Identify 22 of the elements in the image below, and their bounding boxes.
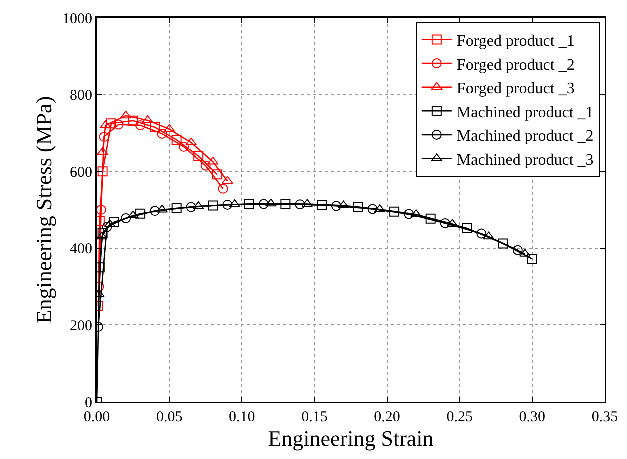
y-tick-label: 1000 <box>62 11 92 28</box>
x-tick-label: 0.10 <box>229 410 256 426</box>
x-tick-label: 0.05 <box>156 410 183 426</box>
y-axis-title: Engineering Stress (MPa) <box>32 96 57 324</box>
x-tick-label: 0.35 <box>592 410 618 426</box>
x-tick-label: 0.30 <box>519 410 546 426</box>
x-tick-label: 0.25 <box>446 410 473 426</box>
legend-label: Machined product _1 <box>456 104 594 122</box>
y-tick-label: 0 <box>85 395 92 412</box>
y-tick-label: 600 <box>70 164 92 181</box>
legend-label: Forged product _1 <box>456 32 575 50</box>
x-tick-label: 0.20 <box>374 410 400 426</box>
y-tick-label: 400 <box>70 242 92 258</box>
legend-label: Forged product _3 <box>456 80 575 98</box>
legend-label: Machined product _2 <box>456 128 594 146</box>
y-tick-label: 200 <box>70 318 92 334</box>
x-axis-title: Engineering Strain <box>268 426 434 452</box>
legend-label: Forged product _2 <box>456 56 575 74</box>
x-tick-label: 0.15 <box>302 410 328 426</box>
legend-label: Machined product _3 <box>456 152 594 169</box>
x-tick-label: 0.00 <box>84 410 110 426</box>
y-tick-label: 800 <box>70 88 92 104</box>
